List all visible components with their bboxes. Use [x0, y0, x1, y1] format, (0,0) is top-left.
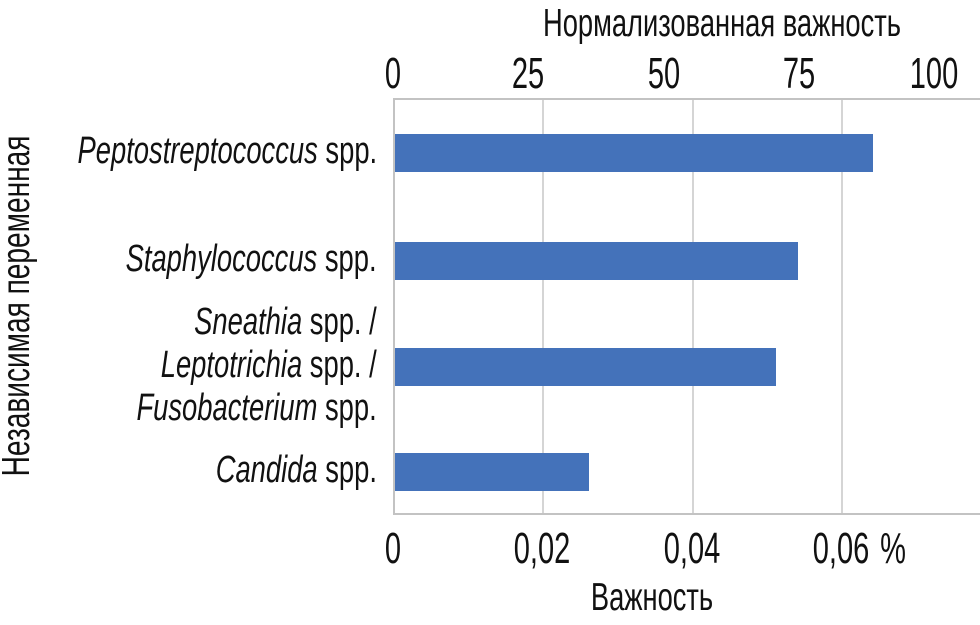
bottom-axis-tick-label: 0,06 — [812, 524, 870, 573]
category-label: Sneathia spp. / Leptotrichia spp. / Fusoba… — [136, 300, 377, 429]
bottom-axis-tick-label: 0 — [384, 524, 402, 573]
bottom-axis-tick-label: 0,04 — [663, 524, 720, 573]
bar-2 — [395, 242, 798, 280]
category-label: Candida spp. — [215, 448, 377, 491]
plot-area — [393, 98, 980, 515]
gridline — [542, 100, 545, 513]
gridline — [691, 100, 694, 513]
category-label: Staphylococcus spp. — [126, 237, 377, 280]
bottom-axis-title: Важность — [590, 576, 714, 619]
bar-4 — [395, 453, 589, 491]
top-axis-tick-label: 75 — [782, 49, 815, 98]
top-axis-tick-label: 50 — [647, 49, 680, 98]
top-axis-tick-label: 100 — [909, 49, 959, 98]
bar-3 — [395, 348, 776, 386]
top-axis-tick-label: 0 — [384, 49, 402, 98]
bar-1 — [395, 134, 873, 172]
bottom-axis-tick-label: 0,02 — [514, 524, 571, 573]
top-axis-tick-label: 25 — [512, 49, 545, 98]
y-axis-title: Независимая переменная — [0, 135, 38, 477]
gridline — [840, 100, 843, 513]
category-label: Peptostreptococcus spp. — [77, 129, 377, 172]
bottom-axis-unit: % — [880, 524, 906, 573]
top-axis-title: Нормализованная важность — [543, 2, 901, 45]
